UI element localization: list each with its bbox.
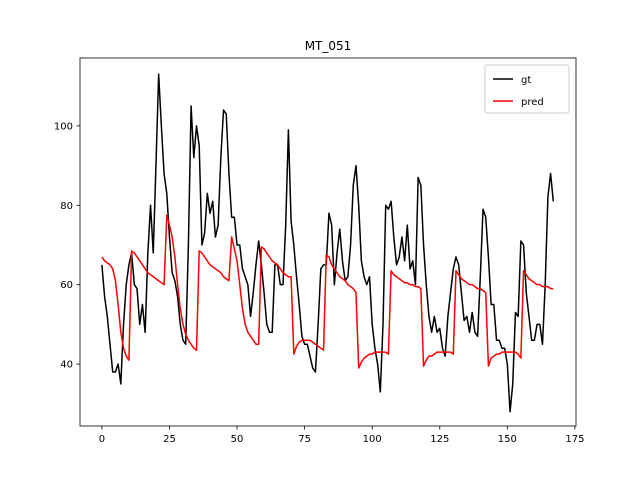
x-tick-label: 50 [231,434,244,445]
legend-label: pred [521,97,544,108]
x-tick-label: 75 [298,434,311,445]
x-tick-label: 100 [363,434,382,445]
x-tick-label: 175 [565,434,584,445]
series-line [101,73,555,413]
y-tick-label: 60 [60,280,73,291]
y-tick-label: 80 [60,201,73,212]
series-line [101,214,554,369]
x-tick-label: 25 [163,434,176,445]
x-tick-label: 150 [498,434,517,445]
y-tick-label: 40 [60,360,73,371]
chart-title: MT_051 [305,39,352,53]
axes-frame [79,57,577,427]
x-tick-label: 125 [430,434,449,445]
y-tick-label: 100 [54,121,73,132]
legend-label: gt [521,75,531,86]
x-tick-label: 0 [99,434,105,445]
